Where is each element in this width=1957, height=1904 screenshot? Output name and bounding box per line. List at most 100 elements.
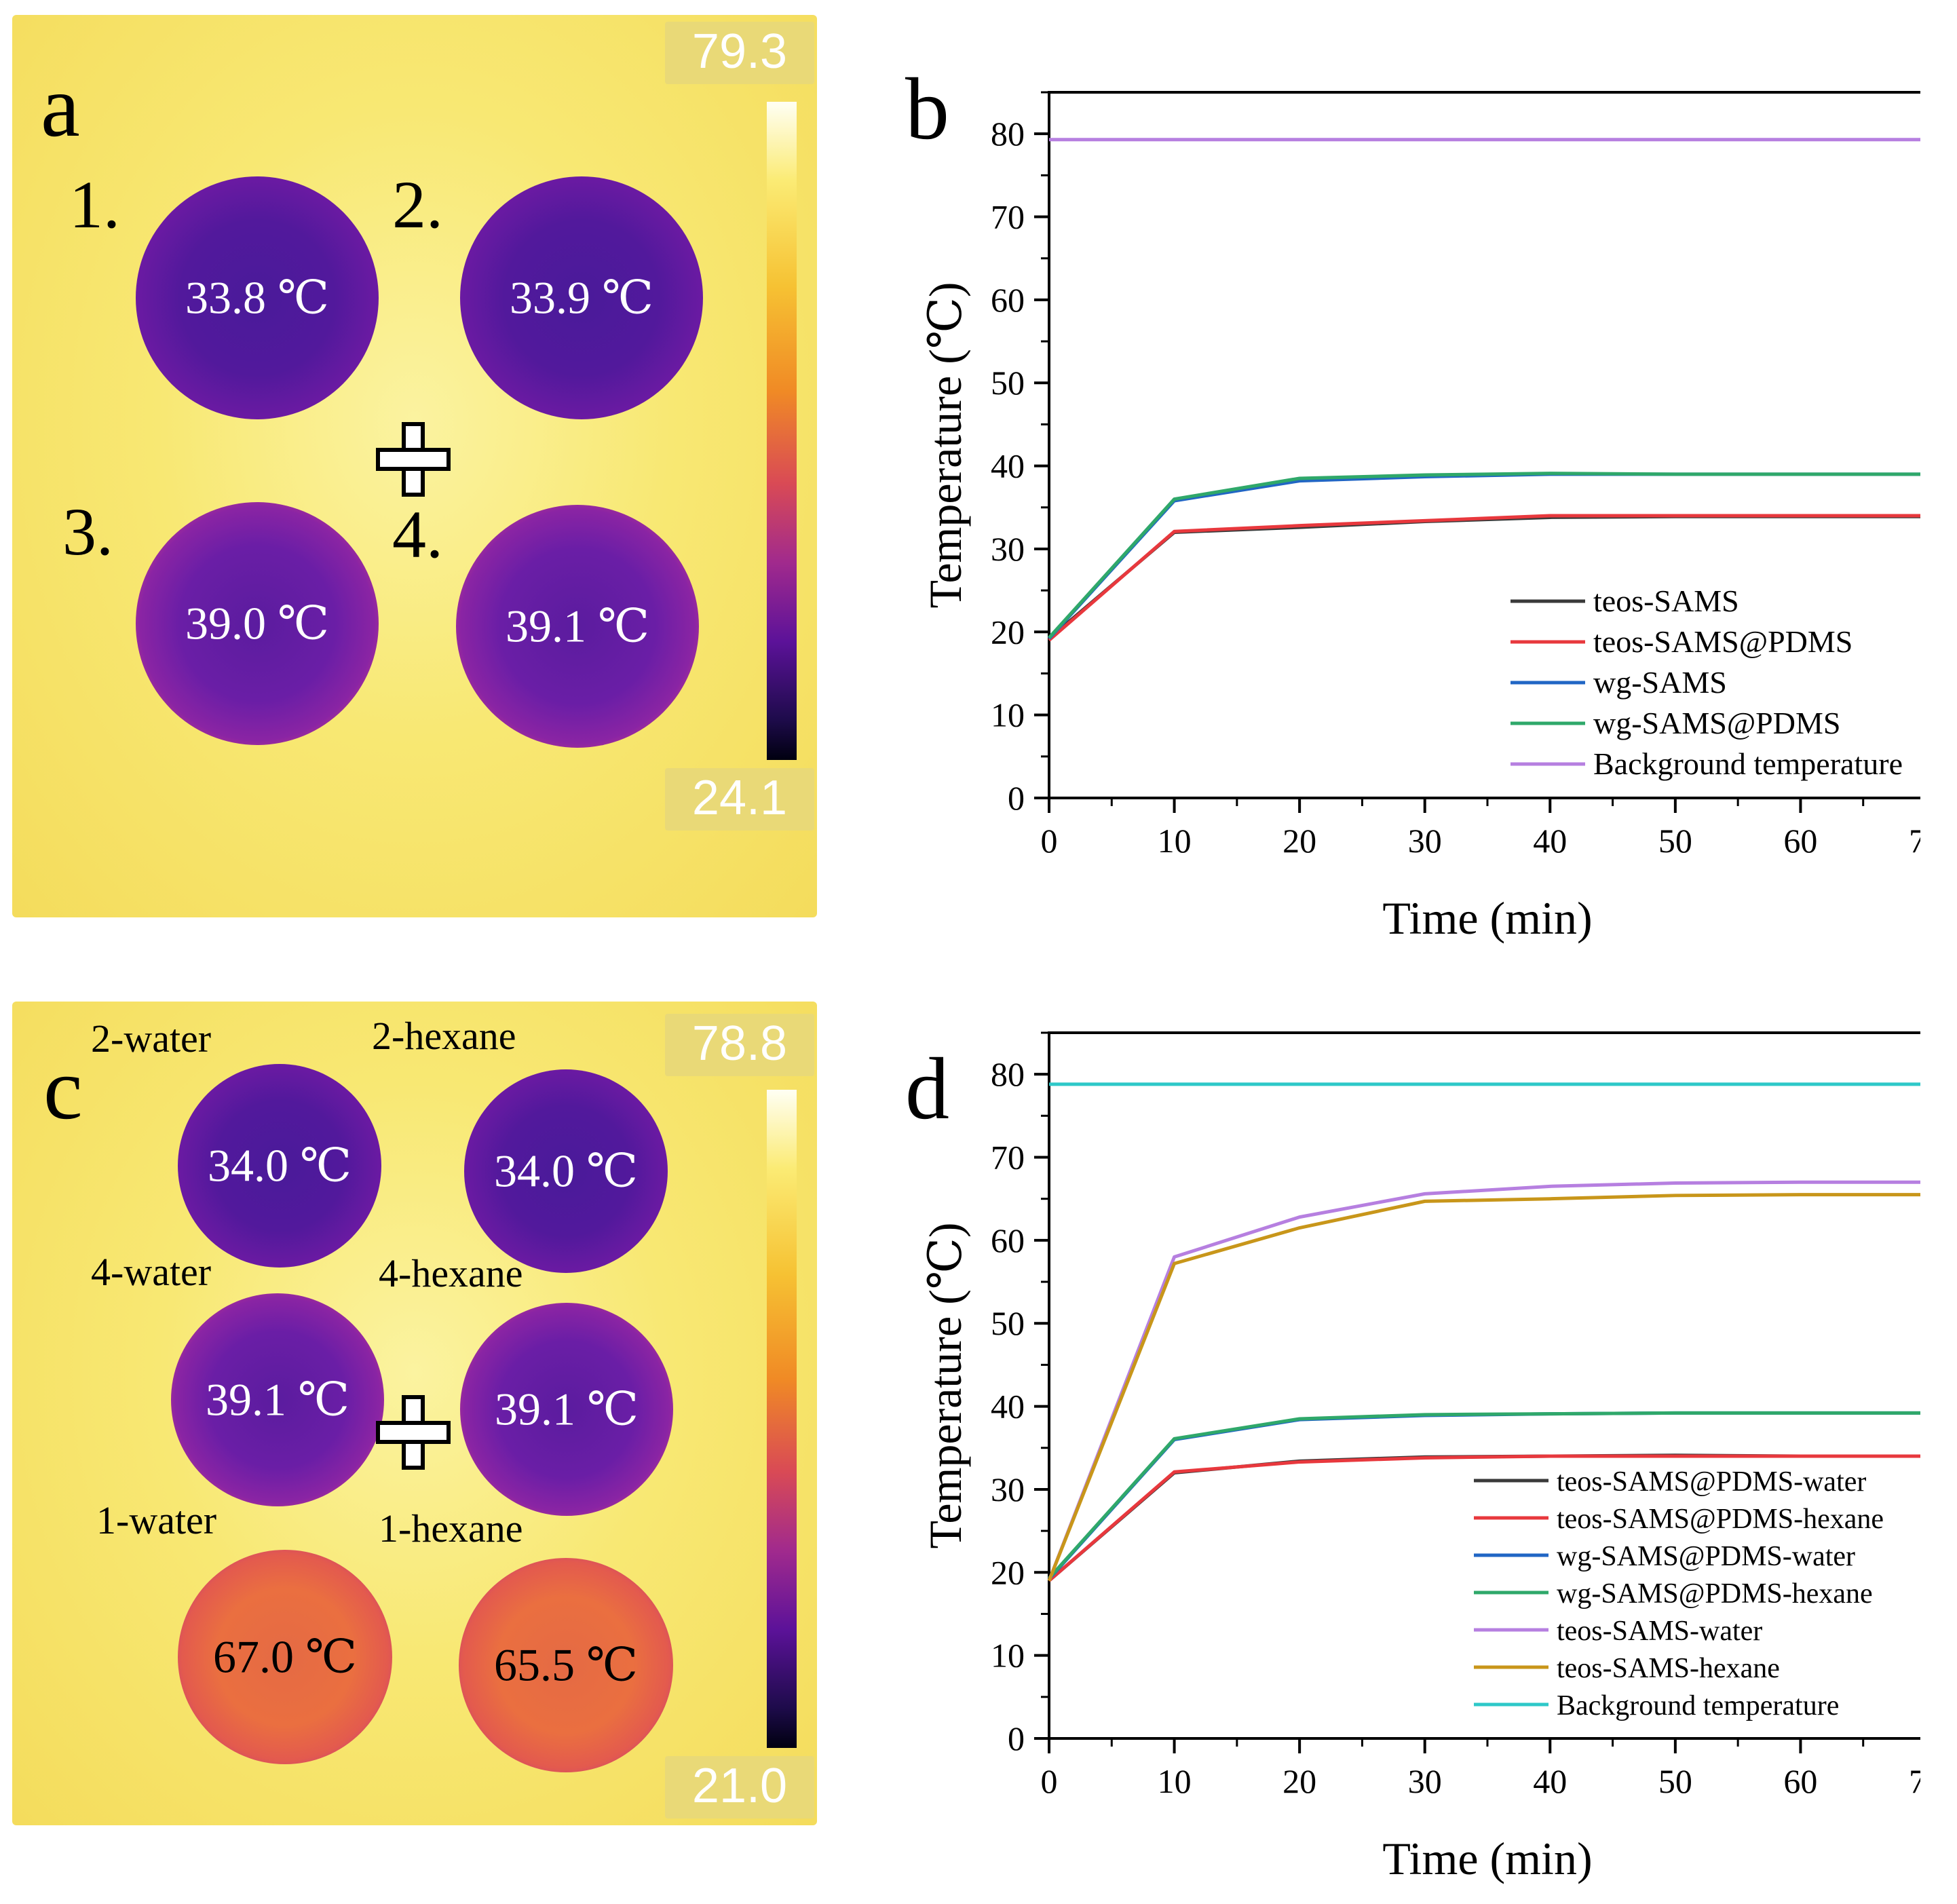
y-tick-label: 60 [991, 281, 1025, 319]
y-tick-label: 10 [991, 1637, 1025, 1675]
scale-max-readout: 79.3 [665, 22, 814, 84]
sample-well-4: 39.1 ℃ [441, 490, 714, 763]
x-tick-label: 70 [1909, 1762, 1920, 1800]
colorbar [767, 1090, 797, 1748]
well-label-4-hexane: 4-hexane [379, 1251, 523, 1295]
y-tick-label: 0 [1008, 1719, 1025, 1757]
sample-well-2: 33.9 ℃ [445, 161, 718, 434]
center-crosshair-icon [376, 422, 451, 497]
series-line-wg-sams-pdms-hexane [1048, 1411, 1920, 1580]
y-tick-label: 50 [991, 364, 1025, 402]
series-line-wg-sams-pdms [1048, 472, 1920, 639]
well-temperature-4-water: 39.1 ℃ [205, 1373, 350, 1426]
plot-frame [1048, 1031, 1920, 1740]
legend-label: wg-SAMS [1593, 665, 1727, 700]
panel-label-b: b [905, 60, 949, 158]
y-tick-label: 50 [991, 1304, 1025, 1342]
x-tick-label: 20 [1282, 1762, 1316, 1800]
x-tick-label: 50 [1658, 822, 1692, 860]
well-label-1-hexane: 1-hexane [379, 1506, 523, 1550]
y-axis-title: Temperature (℃) [919, 282, 971, 609]
x-tick-label: 20 [1282, 822, 1316, 860]
x-tick-label: 60 [1783, 1762, 1817, 1800]
y-tick-label: 80 [991, 1055, 1025, 1093]
plot-frame [1048, 91, 1920, 799]
legend-label: teos-SAMS@PDMS-water [1557, 1466, 1866, 1498]
legend-label: teos-SAMS [1593, 584, 1739, 618]
sample-well-4-hexane: 39.1 ℃ [445, 1288, 688, 1531]
well-temperature-1: 33.8 ℃ [185, 271, 330, 324]
series-line-teos-sams-water [1047, 1180, 1920, 1582]
well-number-3: 3. [62, 494, 113, 569]
y-tick-label: 10 [991, 696, 1025, 734]
thermal-image-a: a 79.3 24.1 1. 33.8 ℃ 2. 33.9 ℃ 3. 39.0 … [12, 15, 817, 917]
thermal-image-c: c 78.8 21.0 2-water 34.0 ℃ 2-hexane 34.0… [12, 1002, 817, 1825]
series-line-teos-sams [1048, 514, 1920, 640]
y-tick-label: 70 [991, 198, 1025, 236]
x-tick-label: 60 [1783, 822, 1817, 860]
panel-label-a: a [41, 58, 80, 155]
well-temperature-1-water: 67.0 ℃ [212, 1631, 358, 1683]
series-line-teos-sams-pdms-hexane [1048, 1454, 1920, 1582]
legend-label: Background temperature [1557, 1690, 1839, 1721]
y-tick-label: 20 [991, 1553, 1025, 1591]
x-tick-label: 50 [1658, 1762, 1692, 1800]
y-axis-title: Temperature (℃) [919, 1223, 971, 1549]
x-axis-title: Time (min) [1382, 892, 1592, 944]
y-tick-label: 40 [991, 447, 1025, 485]
sample-well-4-water: 39.1 ℃ [156, 1278, 399, 1521]
y-tick-label: 30 [991, 1470, 1025, 1508]
x-tick-label: 30 [1408, 822, 1442, 860]
well-number-4: 4. [392, 497, 443, 572]
scale-min-readout: 24.1 [665, 768, 814, 831]
sample-well-1-water: 67.0 ℃ [163, 1535, 407, 1779]
y-tick-label: 40 [991, 1388, 1025, 1426]
y-tick-label: 20 [991, 613, 1025, 651]
y-tick-label: 60 [991, 1221, 1025, 1259]
legend-label: teos-SAMS-water [1557, 1616, 1762, 1647]
well-label-2-water: 2-water [91, 1016, 212, 1061]
x-tick-label: 30 [1408, 1762, 1442, 1800]
x-tick-label: 0 [1041, 1762, 1058, 1800]
legend-label: wg-SAMS@PDMS-hexane [1557, 1578, 1873, 1610]
y-tick-label: 70 [991, 1139, 1025, 1177]
legend-label: Background temperature [1593, 746, 1903, 781]
well-number-1: 1. [69, 167, 120, 242]
well-label-1-water: 1-water [96, 1498, 217, 1542]
panel-label-c: c [43, 1040, 83, 1138]
x-axis-title: Time (min) [1382, 1833, 1592, 1884]
scale-min-readout: 21.0 [665, 1756, 814, 1819]
legend-label: wg-SAMS@PDMS [1593, 706, 1840, 740]
well-label-2-hexane: 2-hexane [372, 1014, 516, 1058]
y-tick-label: 30 [991, 530, 1025, 568]
y-tick-label: 0 [1008, 779, 1025, 817]
well-temperature-3: 39.0 ℃ [185, 597, 330, 649]
x-tick-label: 70 [1909, 822, 1920, 860]
x-tick-label: 40 [1533, 822, 1567, 860]
well-temperature-4: 39.1 ℃ [505, 600, 650, 652]
line-chart-d: 0 10 20 30 40 50 60 70 0 10 20 30 40 50 60 70 80 Time (mi… [919, 1031, 1920, 1884]
well-temperature-4-hexane: 39.1 ℃ [494, 1383, 639, 1435]
colorbar [767, 102, 797, 760]
y-tick-label: 80 [991, 115, 1025, 153]
x-tick-label: 10 [1158, 1762, 1192, 1800]
series-line-teos-sams-hexane [1047, 1193, 1920, 1582]
x-tick-label: 10 [1158, 822, 1192, 860]
center-crosshair-icon [376, 1395, 451, 1470]
well-temperature-1-hexane: 65.5 ℃ [493, 1639, 639, 1691]
sample-well-2-hexane: 34.0 ℃ [449, 1054, 683, 1288]
scale-max-readout: 78.8 [665, 1014, 814, 1076]
series-line-teos-sams-pdms [1048, 514, 1920, 642]
well-temperature-2-water: 34.0 ℃ [207, 1139, 352, 1192]
sample-well-3: 39.0 ℃ [121, 487, 394, 760]
panel-label-d: d [905, 1040, 949, 1138]
line-chart-b: 0 10 20 30 40 50 60 70 0 10 20 30 40 50 60 70 80 Time (mi… [919, 91, 1920, 944]
x-tick-label: 0 [1041, 822, 1058, 860]
well-label-4-water: 4-water [91, 1250, 212, 1294]
well-number-2: 2. [392, 167, 443, 242]
legend-label: teos-SAMS@PDMS [1593, 624, 1852, 659]
sample-well-1-hexane: 65.5 ℃ [444, 1543, 688, 1787]
x-tick-label: 40 [1533, 1762, 1567, 1800]
sample-well-1: 33.8 ℃ [121, 161, 394, 434]
well-temperature-2: 33.9 ℃ [509, 271, 654, 324]
